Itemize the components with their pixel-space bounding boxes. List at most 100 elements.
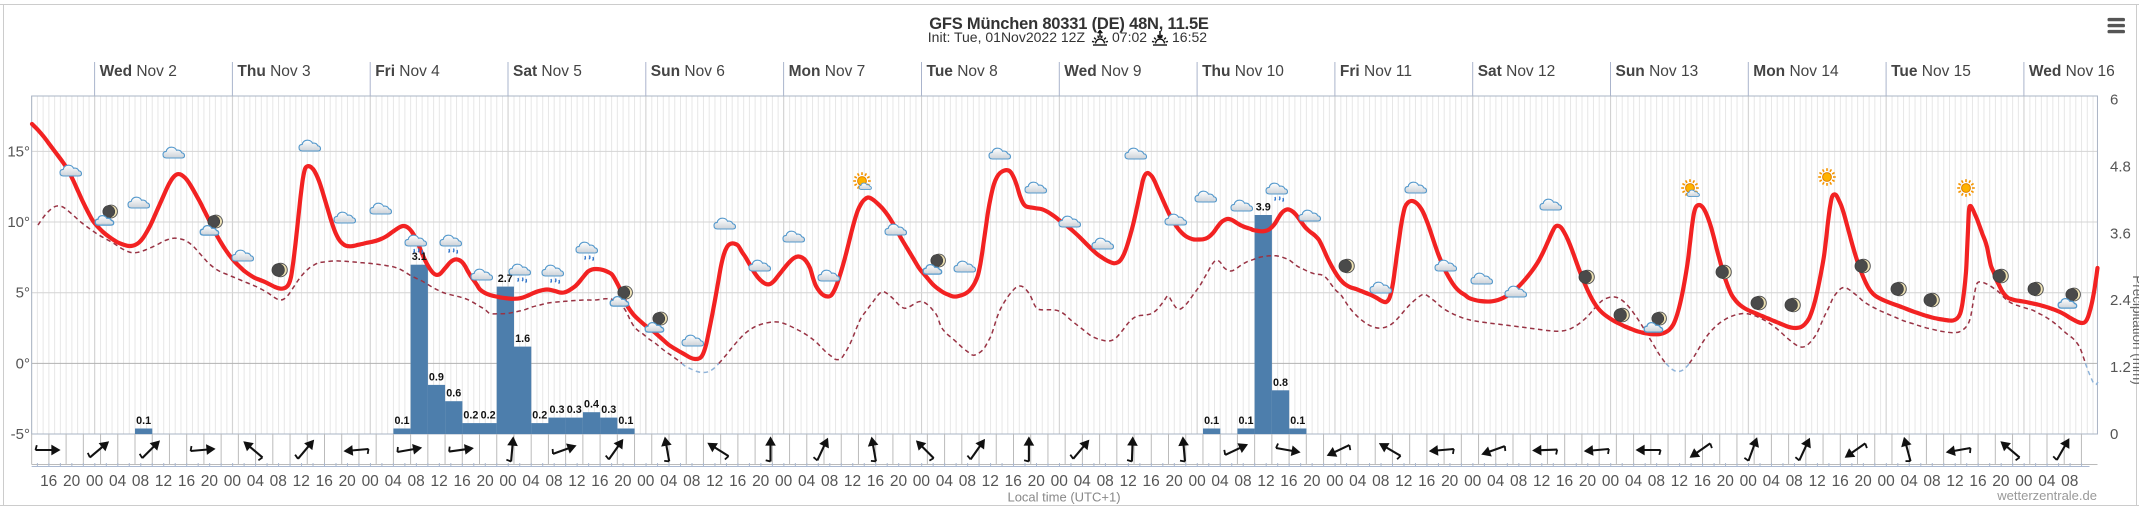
- svg-text:Wed Nov 2: Wed Nov 2: [100, 63, 177, 80]
- svg-text:16: 16: [1969, 473, 1986, 490]
- svg-text:08: 08: [683, 473, 700, 490]
- svg-text:0.4: 0.4: [584, 399, 599, 411]
- svg-text:00: 00: [775, 473, 793, 490]
- svg-text:Sun Nov 6: Sun Nov 6: [651, 63, 725, 80]
- svg-text:08: 08: [1648, 473, 1665, 490]
- svg-text:Tue Nov 15: Tue Nov 15: [1891, 63, 1971, 80]
- svg-text:-5°: -5°: [11, 426, 30, 443]
- svg-text:08: 08: [1372, 473, 1389, 490]
- svg-text:3.9: 3.9: [1256, 202, 1271, 214]
- svg-text:08: 08: [1510, 473, 1527, 490]
- svg-text:04: 04: [1349, 473, 1367, 490]
- svg-text:wetterzentrale.de: wetterzentrale.de: [1996, 488, 2097, 503]
- svg-text:0.9: 0.9: [429, 371, 444, 383]
- svg-text:04: 04: [1074, 473, 1092, 490]
- svg-text:07:02: 07:02: [1112, 29, 1147, 45]
- svg-text:Tue Nov 8: Tue Nov 8: [927, 63, 998, 80]
- svg-text:00: 00: [1740, 473, 1758, 490]
- svg-text:00: 00: [1051, 473, 1069, 490]
- svg-text:16: 16: [591, 473, 608, 490]
- svg-text:0.6: 0.6: [446, 388, 461, 400]
- svg-text:0.1: 0.1: [1204, 415, 1219, 427]
- svg-text:10°: 10°: [7, 214, 30, 231]
- svg-text:04: 04: [247, 473, 265, 490]
- svg-text:16: 16: [729, 473, 746, 490]
- svg-text:20: 20: [1717, 473, 1735, 490]
- svg-text:12: 12: [982, 473, 999, 490]
- svg-text:20: 20: [476, 473, 494, 490]
- svg-text:08: 08: [545, 473, 562, 490]
- svg-text:2.4: 2.4: [2110, 292, 2131, 309]
- svg-text:16: 16: [1418, 473, 1435, 490]
- svg-text:12: 12: [1533, 473, 1550, 490]
- svg-text:0.1: 0.1: [136, 415, 151, 427]
- svg-text:Mon Nov 7: Mon Nov 7: [789, 63, 866, 80]
- svg-text:Thu Nov 10: Thu Nov 10: [1202, 63, 1284, 80]
- svg-text:16: 16: [316, 473, 333, 490]
- svg-text:04: 04: [1211, 473, 1229, 490]
- svg-text:20: 20: [339, 473, 357, 490]
- svg-text:16: 16: [1556, 473, 1573, 490]
- svg-text:Sat Nov 12: Sat Nov 12: [1478, 63, 1556, 80]
- svg-text:1.6: 1.6: [515, 333, 530, 345]
- svg-text:00: 00: [1188, 473, 1206, 490]
- svg-text:20: 20: [614, 473, 632, 490]
- svg-text:12: 12: [1946, 473, 1963, 490]
- svg-text:Wed Nov 9: Wed Nov 9: [1064, 63, 1141, 80]
- svg-text:00: 00: [86, 473, 104, 490]
- svg-text:20: 20: [890, 473, 908, 490]
- svg-text:12: 12: [155, 473, 172, 490]
- svg-text:16: 16: [40, 473, 57, 490]
- svg-text:08: 08: [1234, 473, 1251, 490]
- svg-text:00: 00: [1326, 473, 1344, 490]
- svg-text:12: 12: [706, 473, 723, 490]
- svg-text:0.8: 0.8: [1273, 377, 1288, 389]
- svg-text:0.3: 0.3: [549, 404, 564, 416]
- svg-text:Local time (UTC+1): Local time (UTC+1): [1007, 490, 1120, 505]
- svg-text:04: 04: [109, 473, 127, 490]
- svg-text:04: 04: [522, 473, 540, 490]
- svg-text:0: 0: [2110, 426, 2118, 443]
- svg-text:0.2: 0.2: [463, 410, 478, 422]
- svg-text:04: 04: [798, 473, 816, 490]
- svg-text:20: 20: [1854, 473, 1872, 490]
- svg-text:16:52: 16:52: [1172, 29, 1207, 45]
- svg-text:00: 00: [1602, 473, 1620, 490]
- svg-text:Thu Nov 3: Thu Nov 3: [237, 63, 310, 80]
- svg-text:20: 20: [1579, 473, 1597, 490]
- svg-text:20: 20: [1028, 473, 1046, 490]
- svg-text:00: 00: [1464, 473, 1482, 490]
- svg-text:08: 08: [1097, 473, 1114, 490]
- svg-text:Fri Nov 11: Fri Nov 11: [1340, 63, 1412, 80]
- svg-text:Wed Nov 16: Wed Nov 16: [2029, 63, 2115, 80]
- svg-text:00: 00: [362, 473, 380, 490]
- svg-text:16: 16: [1280, 473, 1297, 490]
- svg-text:16: 16: [1142, 473, 1159, 490]
- svg-text:20: 20: [1303, 473, 1321, 490]
- svg-text:1.2: 1.2: [2110, 359, 2131, 376]
- svg-text:0.1: 0.1: [1290, 415, 1305, 427]
- svg-text:5°: 5°: [16, 285, 30, 302]
- svg-text:16: 16: [1694, 473, 1711, 490]
- svg-text:08: 08: [1786, 473, 1803, 490]
- svg-text:0.1: 0.1: [618, 415, 633, 427]
- svg-text:04: 04: [1625, 473, 1643, 490]
- svg-text:04: 04: [1763, 473, 1781, 490]
- svg-text:00: 00: [1877, 473, 1895, 490]
- svg-text:08: 08: [132, 473, 149, 490]
- svg-text:16: 16: [453, 473, 470, 490]
- svg-text:Mon Nov 14: Mon Nov 14: [1753, 63, 1839, 80]
- svg-text:0.1: 0.1: [394, 415, 409, 427]
- svg-text:15°: 15°: [7, 143, 30, 160]
- svg-text:0.2: 0.2: [532, 410, 547, 422]
- svg-text:12: 12: [844, 473, 861, 490]
- svg-text:08: 08: [821, 473, 838, 490]
- svg-text:08: 08: [270, 473, 287, 490]
- svg-text:20: 20: [1165, 473, 1183, 490]
- svg-text:12: 12: [1671, 473, 1688, 490]
- svg-text:00: 00: [224, 473, 242, 490]
- svg-text:00: 00: [637, 473, 655, 490]
- svg-text:12: 12: [430, 473, 447, 490]
- svg-text:0.3: 0.3: [567, 404, 582, 416]
- svg-text:12: 12: [1257, 473, 1274, 490]
